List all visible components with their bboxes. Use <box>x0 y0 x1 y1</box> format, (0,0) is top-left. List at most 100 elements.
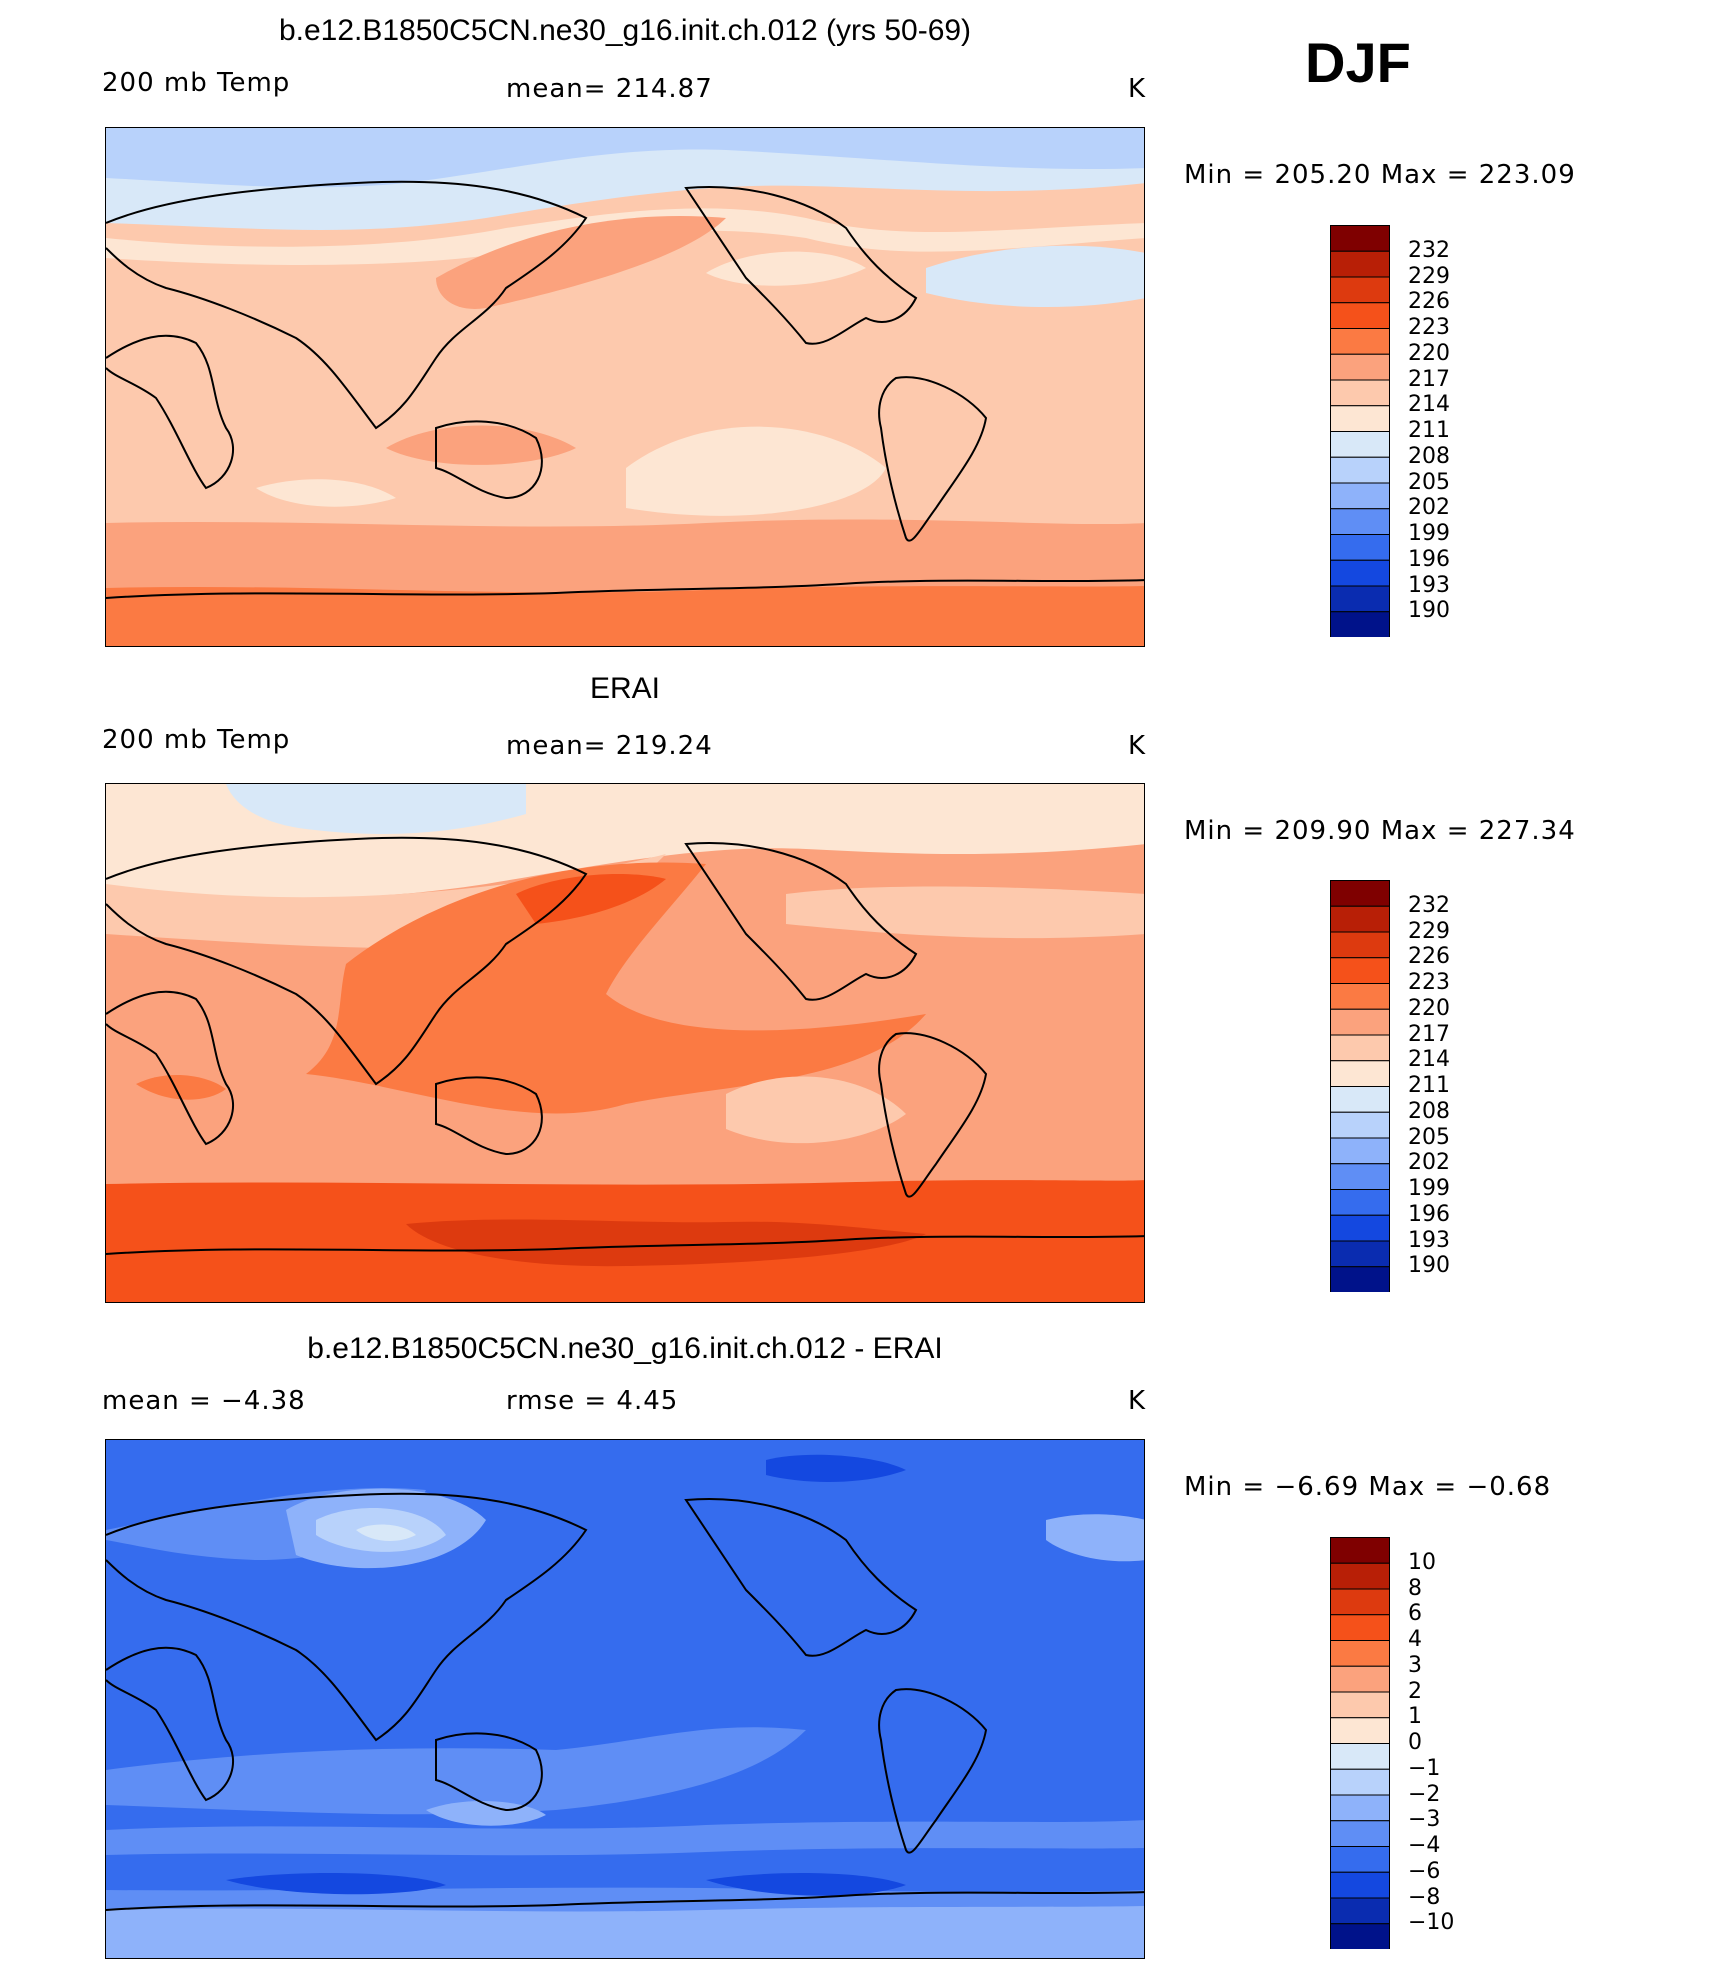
colorbar-tick-label: 214 <box>1408 394 1450 416</box>
colorbar-swatch <box>1331 1641 1390 1667</box>
colorbar-tick-label: −8 <box>1408 1887 1440 1909</box>
colorbar-swatch <box>1331 958 1390 984</box>
colorbar-swatch <box>1331 1241 1390 1267</box>
panel2-contour-plot <box>106 784 1145 1303</box>
panel1-antarctic-band <box>106 586 1145 647</box>
colorbar-tick-label: 223 <box>1408 972 1450 994</box>
colorbar-tick-label: 208 <box>1408 446 1450 468</box>
colorbar-swatch <box>1331 1795 1390 1821</box>
panel1-contour-plot <box>106 128 1145 647</box>
panel3-mean-label: mean = −4.38 <box>102 1386 306 1416</box>
panel2-variable-label: 200 mb Temp <box>102 725 290 755</box>
panel3-min-max: Min = −6.69 Max = −0.68 <box>1184 1472 1551 1502</box>
panel1-colorbar-swatches <box>1330 225 1390 637</box>
colorbar-swatch <box>1331 251 1390 277</box>
panel1-title: b.e12.B1850C5CN.ne30_g16.init.ch.012 (yr… <box>105 14 1145 48</box>
panel3-rmse-label: rmse = 4.45 <box>506 1386 678 1416</box>
colorbar-tick-label: 202 <box>1408 497 1450 519</box>
colorbar-swatch <box>1331 1847 1390 1873</box>
colorbar-swatch <box>1331 457 1390 483</box>
colorbar-tick-label: 193 <box>1408 575 1450 597</box>
panel3-contour-plot <box>106 1440 1145 1959</box>
colorbar-tick-label: −4 <box>1408 1835 1440 1857</box>
colorbar-tick-label: −10 <box>1408 1912 1454 1934</box>
colorbar-swatch <box>1331 1035 1390 1061</box>
colorbar-tick-label: 193 <box>1408 1230 1450 1252</box>
colorbar-swatch <box>1331 1009 1390 1035</box>
colorbar-swatch <box>1331 483 1390 509</box>
colorbar-tick-label: 226 <box>1408 946 1450 968</box>
colorbar-tick-label: 211 <box>1408 420 1450 442</box>
colorbar-swatch <box>1331 984 1390 1010</box>
colorbar-tick-label: 232 <box>1408 895 1450 917</box>
panel3-map <box>105 1439 1145 1959</box>
colorbar-tick-label: 199 <box>1408 523 1450 545</box>
colorbar-swatch <box>1331 432 1390 458</box>
colorbar-swatch <box>1331 932 1390 958</box>
panel1-variable-label: 200 mb Temp <box>102 68 290 98</box>
colorbar-swatch <box>1331 906 1390 932</box>
colorbar-tick-label: 4 <box>1408 1629 1422 1651</box>
colorbar-tick-label: 190 <box>1408 1255 1450 1277</box>
colorbar-tick-label: 205 <box>1408 1127 1450 1149</box>
colorbar-swatch <box>1331 1538 1390 1564</box>
colorbar-tick-label: −3 <box>1408 1809 1440 1831</box>
panel2-min-max: Min = 209.90 Max = 227.34 <box>1184 816 1576 846</box>
colorbar-swatch <box>1331 612 1390 637</box>
colorbar-swatch <box>1331 1267 1390 1292</box>
colorbar-swatch <box>1331 1138 1390 1164</box>
colorbar-swatch <box>1331 1061 1390 1087</box>
colorbar-tick-label: 6 <box>1408 1603 1422 1625</box>
colorbar-swatch <box>1331 1190 1390 1216</box>
panel2-title: ERAI <box>105 672 1145 706</box>
colorbar-swatch <box>1331 1615 1390 1641</box>
colorbar-swatch <box>1331 226 1390 252</box>
panel3-antarctic-band <box>106 1906 1145 1959</box>
colorbar-swatch <box>1331 1718 1390 1744</box>
panel3-colorbar <box>1330 1537 1390 1949</box>
colorbar-tick-label: 217 <box>1408 1024 1450 1046</box>
colorbar-tick-label: 220 <box>1408 998 1450 1020</box>
colorbar-swatch <box>1331 406 1390 432</box>
colorbar-tick-label: 220 <box>1408 343 1450 365</box>
colorbar-swatch <box>1331 354 1390 380</box>
colorbar-swatch <box>1331 277 1390 303</box>
colorbar-tick-label: 196 <box>1408 549 1450 571</box>
colorbar-swatch <box>1331 881 1390 907</box>
panel2-mean-label: mean= 219.24 <box>506 731 713 761</box>
colorbar-tick-label: 202 <box>1408 1152 1450 1174</box>
colorbar-tick-label: 196 <box>1408 1204 1450 1226</box>
panel2-units: K <box>1128 731 1146 761</box>
colorbar-swatch <box>1331 535 1390 561</box>
panel3-colorbar-swatches <box>1330 1537 1390 1949</box>
colorbar-tick-label: 10 <box>1408 1552 1436 1574</box>
panel1-colorbar <box>1330 225 1390 637</box>
colorbar-swatch <box>1331 586 1390 612</box>
colorbar-tick-label: 211 <box>1408 1075 1450 1097</box>
colorbar-tick-label: 217 <box>1408 369 1450 391</box>
colorbar-tick-label: 208 <box>1408 1101 1450 1123</box>
colorbar-tick-label: 3 <box>1408 1655 1422 1677</box>
colorbar-swatch <box>1331 303 1390 329</box>
colorbar-swatch <box>1331 1821 1390 1847</box>
colorbar-swatch <box>1331 380 1390 406</box>
colorbar-swatch <box>1331 1087 1390 1113</box>
panel2-map <box>105 783 1145 1303</box>
colorbar-swatch <box>1331 509 1390 535</box>
colorbar-swatch <box>1331 1924 1390 1949</box>
panel1-min-max: Min = 205.20 Max = 223.09 <box>1184 160 1576 190</box>
panel2-colorbar-swatches <box>1330 880 1390 1292</box>
colorbar-swatch <box>1331 1898 1390 1924</box>
colorbar-tick-label: 232 <box>1408 240 1450 262</box>
colorbar-tick-label: 214 <box>1408 1049 1450 1071</box>
colorbar-tick-label: 1 <box>1408 1706 1422 1728</box>
colorbar-swatch <box>1331 1872 1390 1898</box>
colorbar-tick-label: 226 <box>1408 291 1450 313</box>
panel1-units: K <box>1128 74 1146 104</box>
panel3-units: K <box>1128 1386 1146 1416</box>
colorbar-tick-label: −2 <box>1408 1784 1440 1806</box>
colorbar-swatch <box>1331 1164 1390 1190</box>
panel1-map <box>105 127 1145 647</box>
panel1-mean-label: mean= 214.87 <box>506 74 713 104</box>
colorbar-swatch <box>1331 1215 1390 1241</box>
